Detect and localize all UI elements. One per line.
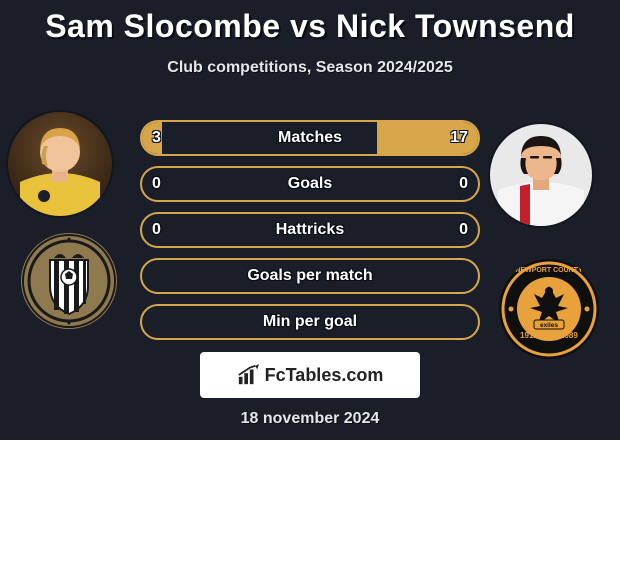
stat-row-min-per-goal: Min per goal xyxy=(140,304,480,340)
svg-text:1989: 1989 xyxy=(560,331,578,340)
comparison-infographic: Sam Slocombe vs Nick Townsend Club compe… xyxy=(0,0,620,580)
stat-label: Min per goal xyxy=(263,313,357,331)
brand-text: FcTables.com xyxy=(265,365,384,386)
stat-value-left: 3 xyxy=(152,129,161,147)
brand-chart-icon xyxy=(237,364,259,386)
stat-value-right: 0 xyxy=(459,221,468,239)
player-right-avatar xyxy=(490,124,592,226)
crest-right: NEWPORT COUNTY 1912 1989 exiles xyxy=(498,258,600,360)
stat-label: Goals xyxy=(288,175,332,193)
stat-row-matches: 3 Matches 17 xyxy=(140,120,480,156)
date-text: 18 november 2024 xyxy=(0,410,620,428)
stat-value-right: 0 xyxy=(459,175,468,193)
bottom-whitespace xyxy=(0,440,620,580)
subtitle: Club competitions, Season 2024/2025 xyxy=(0,59,620,77)
stat-value-left: 0 xyxy=(152,221,161,239)
stat-value-right: 17 xyxy=(450,129,468,147)
page-title: Sam Slocombe vs Nick Townsend xyxy=(0,8,620,45)
player-left-avatar xyxy=(8,112,112,216)
stat-value-left: 0 xyxy=(152,175,161,193)
stat-label: Matches xyxy=(278,129,342,147)
stat-row-goals-per-match: Goals per match xyxy=(140,258,480,294)
svg-text:1912: 1912 xyxy=(520,331,538,340)
stat-label: Goals per match xyxy=(247,267,372,285)
crest-left xyxy=(20,232,118,330)
brand-box: FcTables.com xyxy=(200,352,420,398)
stats-block: 3 Matches 17 0 Goals 0 0 Hattricks 0 Goa… xyxy=(140,120,480,350)
svg-text:exiles: exiles xyxy=(540,322,558,329)
svg-text:NEWPORT COUNTY: NEWPORT COUNTY xyxy=(515,267,583,274)
stat-row-goals: 0 Goals 0 xyxy=(140,166,480,202)
stat-label: Hattricks xyxy=(276,221,344,239)
stat-row-hattricks: 0 Hattricks 0 xyxy=(140,212,480,248)
